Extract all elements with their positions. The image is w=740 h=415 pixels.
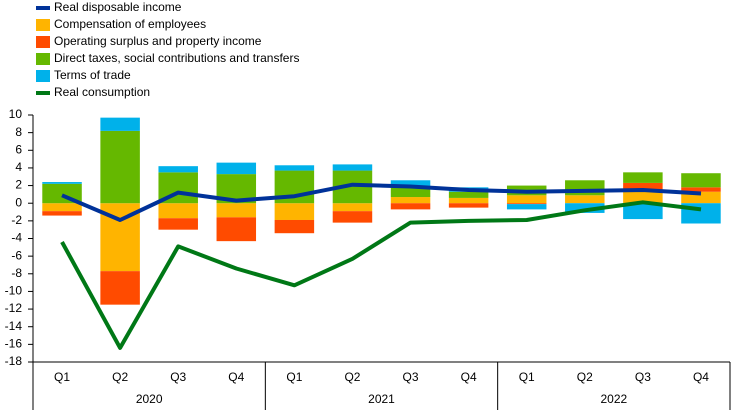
x-tick-label: Q3 — [170, 370, 186, 384]
bar-segment — [390, 203, 431, 210]
bar-segment — [42, 203, 82, 212]
legend-label: Operating surplus and property income — [54, 34, 262, 48]
bar-segment — [623, 190, 663, 204]
y-tick-label: 2 — [15, 178, 22, 192]
x-tick-label: Q4 — [228, 370, 244, 384]
line-series — [61, 182, 702, 222]
bar-segment — [506, 195, 547, 204]
x-tick-label: Q2 — [577, 370, 593, 384]
bar-segment — [216, 217, 257, 242]
bar-segment — [100, 130, 140, 204]
line-series — [60, 200, 702, 350]
x-tick-label: Q3 — [403, 370, 419, 384]
bar-segment — [332, 164, 373, 171]
bar-segment — [274, 203, 315, 220]
y-tick-label: -2 — [11, 213, 22, 227]
x-tick-label: Q1 — [519, 370, 535, 384]
bar-segment — [448, 203, 489, 208]
bar-segment — [565, 203, 605, 213]
bar-segment — [506, 204, 547, 210]
y-tick-label: -8 — [11, 266, 22, 280]
bar-segment — [158, 218, 198, 230]
y-tick-label: 6 — [15, 142, 22, 156]
legend-label: Direct taxes, social contributions and t… — [54, 51, 299, 65]
y-tick-label: -16 — [5, 337, 23, 351]
legend-swatch — [36, 70, 50, 82]
bar-segment — [274, 165, 315, 171]
bar-segment — [332, 203, 373, 212]
bar-segment — [332, 211, 373, 223]
year-label: 2021 — [368, 392, 395, 406]
bar-segment — [42, 182, 82, 184]
bar-segment — [681, 187, 721, 192]
year-label: 2020 — [136, 392, 163, 406]
legend-label: Real consumption — [54, 85, 150, 99]
bar-segment — [390, 197, 431, 204]
bar-segment — [216, 162, 257, 175]
y-tick-label: 4 — [15, 160, 22, 174]
bar-segment — [390, 180, 431, 187]
bar-segment — [42, 211, 82, 216]
x-tick-label: Q1 — [54, 370, 70, 384]
x-tick-label: Q3 — [635, 370, 651, 384]
bar-segment — [100, 271, 140, 305]
y-tick-label: 10 — [9, 107, 23, 121]
year-label: 2022 — [600, 392, 627, 406]
x-tick-label: Q4 — [461, 370, 477, 384]
bar-segment — [506, 203, 547, 205]
bar-segment — [216, 203, 257, 218]
y-tick-label: -10 — [5, 284, 23, 298]
y-tick-label: -6 — [11, 248, 22, 262]
bar-segment — [274, 219, 315, 234]
bar-segment — [623, 172, 663, 183]
bar-segment — [100, 117, 140, 131]
bar-segment — [623, 203, 663, 220]
y-tick-label: -4 — [11, 231, 22, 245]
y-tick-label: 0 — [15, 195, 22, 209]
legend-label: Real disposable income — [54, 0, 182, 14]
legend-label: Compensation of employees — [54, 17, 206, 31]
x-tick-label: Q2 — [112, 370, 128, 384]
y-tick-label: -18 — [5, 354, 23, 368]
bar-segment — [448, 197, 489, 204]
legend-swatch — [36, 36, 50, 48]
bar-segment — [390, 186, 431, 198]
legend-label: Terms of trade — [54, 68, 131, 82]
legend-swatch — [36, 19, 50, 31]
y-tick-label: -12 — [5, 301, 23, 315]
y-tick-label: -14 — [5, 319, 23, 333]
bar-segment — [448, 191, 489, 198]
bar-segment — [681, 173, 721, 188]
bar-segment — [681, 191, 721, 204]
bar-segment — [158, 203, 198, 219]
bar-segment — [623, 182, 663, 191]
bar-segment — [565, 195, 605, 204]
x-tick-label: Q1 — [286, 370, 302, 384]
x-tick-label: Q2 — [344, 370, 360, 384]
y-tick-label: 8 — [15, 125, 22, 139]
bar-segment — [158, 166, 198, 173]
x-tick-label: Q4 — [693, 370, 709, 384]
legend-swatch — [36, 53, 50, 65]
